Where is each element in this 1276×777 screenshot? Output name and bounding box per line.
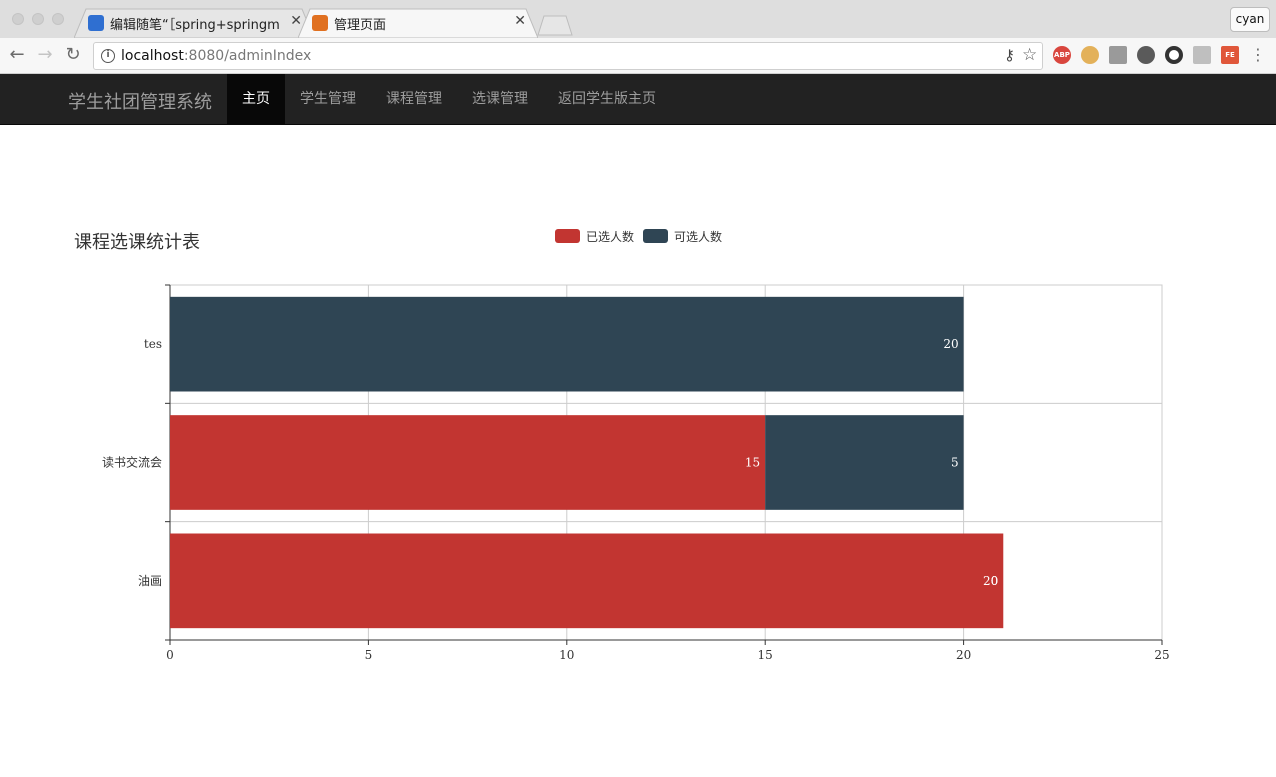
legend-label-available: 可选人数 [674, 230, 723, 244]
browser-tab-admin[interactable]: 管理页面 ✕ [298, 8, 538, 38]
chrome-ext-icon[interactable] [1137, 46, 1155, 64]
y-tick-label: 读书交流会 [102, 455, 162, 470]
fe-ext-icon[interactable]: FE [1221, 46, 1239, 64]
menu-kebab-icon[interactable]: ⋮ [1250, 45, 1266, 64]
key-icon[interactable]: ⚷ [1004, 46, 1015, 64]
circle-ext-icon[interactable] [1165, 46, 1183, 64]
forward-arrow-icon[interactable]: → [37, 44, 53, 65]
address-bar[interactable]: i localhost:8080/adminIndex ⚷ ☆ [93, 42, 1043, 70]
mail-icon[interactable] [1109, 46, 1127, 64]
data-label: 20 [983, 574, 998, 588]
cookie-icon[interactable] [1081, 46, 1099, 64]
chart-title: 课程选课统计表 [74, 232, 200, 253]
tab-close-icon[interactable]: ✕ [514, 13, 526, 29]
nav-item-students[interactable]: 学生管理 [300, 91, 356, 107]
url-path: :8080/adminIndex [183, 48, 312, 64]
profile-button[interactable]: cyan [1230, 7, 1270, 32]
tab-close-icon[interactable]: ✕ [290, 13, 302, 29]
browser-tab-blog[interactable]: 编辑随笔“［spring+springmvc ✕ [74, 8, 314, 38]
bar-available [170, 296, 964, 392]
tab-title: 管理页面 [334, 18, 387, 33]
bar-selected [170, 415, 766, 510]
bar-available [765, 415, 964, 510]
close-window-button[interactable] [12, 13, 24, 25]
x-tick-label: 20 [956, 648, 971, 662]
x-tick-label: 15 [758, 648, 773, 662]
abp-icon[interactable]: ABP [1053, 46, 1071, 64]
nav-item-courses[interactable]: 课程管理 [386, 91, 442, 107]
reload-icon[interactable]: ↻ [65, 44, 81, 65]
url-host: localhost [121, 48, 184, 64]
tab-shape [298, 8, 538, 38]
tab-shape [74, 8, 314, 38]
y-tick-label: 油画 [138, 574, 162, 588]
admin-favicon-icon [312, 15, 328, 31]
new-tab-button[interactable] [536, 14, 576, 36]
data-label: 20 [943, 337, 958, 351]
info-icon[interactable]: i [101, 49, 115, 63]
legend-label-selected: 已选人数 [586, 230, 635, 244]
nav-item-student-home[interactable]: 返回学生版主页 [558, 91, 656, 107]
bar-selected [170, 533, 1004, 629]
browser-toolbar: ← → ↻ i localhost:8080/adminIndex ⚷ ☆ AB… [0, 38, 1276, 74]
nav-item-enrollment[interactable]: 选课管理 [472, 91, 528, 107]
url-text[interactable]: localhost:8080/adminIndex [121, 48, 311, 64]
data-label: 0 [991, 574, 999, 588]
zoom-window-button[interactable] [52, 13, 64, 25]
x-tick-label: 10 [559, 648, 574, 662]
x-tick-label: 5 [365, 648, 373, 662]
site-navbar: 学生社团管理系统 主页 学生管理 课程管理 选课管理 返回学生版主页 [0, 74, 1276, 125]
bird-ext-icon[interactable] [1193, 46, 1211, 64]
nav-item-home[interactable]: 主页 [227, 74, 285, 124]
data-label: 15 [745, 456, 760, 470]
x-tick-label: 25 [1154, 648, 1169, 662]
x-tick-label: 0 [166, 648, 174, 662]
legend-swatch-selected [555, 229, 580, 243]
brand-title[interactable]: 学生社团管理系统 [68, 92, 212, 113]
tab-title: 编辑随笔“［spring+springmvc [110, 18, 280, 33]
bookmark-star-icon[interactable]: ☆ [1022, 45, 1038, 65]
browser-tab-strip: 编辑随笔“［spring+springmvc ✕ 管理页面 ✕ cyan [0, 0, 1276, 38]
y-tick-label: tes [144, 337, 162, 351]
legend-swatch-available [643, 229, 668, 243]
minimize-window-button[interactable] [32, 13, 44, 25]
blog-favicon-icon [88, 15, 104, 31]
data-label: 5 [951, 456, 959, 470]
back-arrow-icon[interactable]: ← [9, 44, 25, 65]
